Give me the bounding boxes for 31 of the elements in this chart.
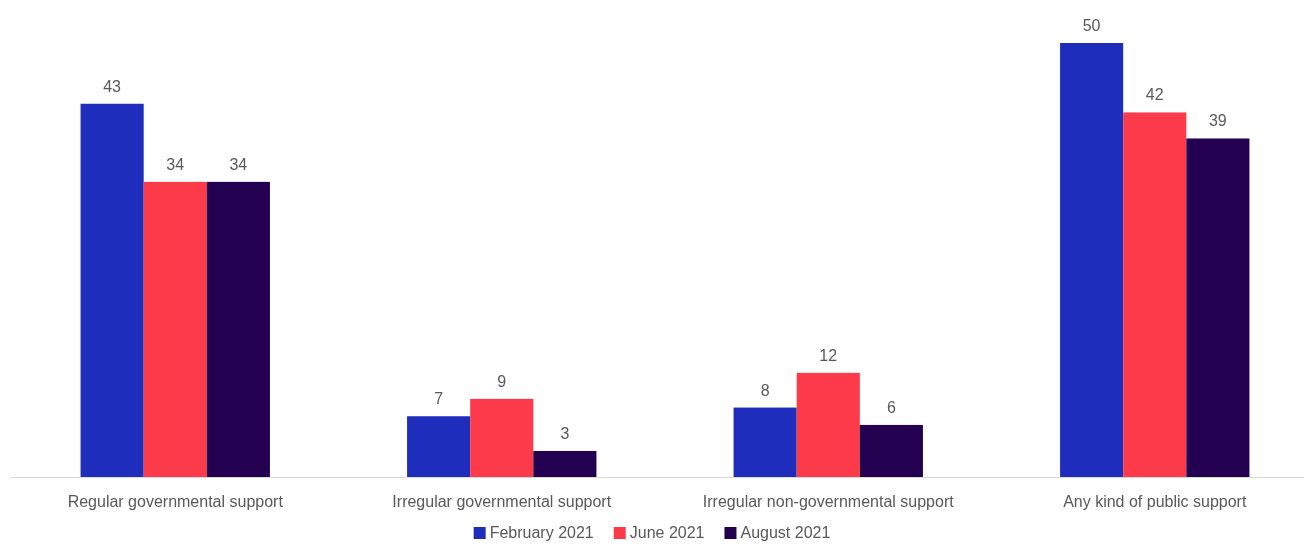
bar — [143, 181, 207, 477]
data-label: 3 — [560, 424, 570, 442]
bar — [533, 450, 597, 477]
data-label: 43 — [103, 77, 122, 95]
bar — [470, 398, 534, 477]
x-tick-label: Any kind of public support — [1063, 493, 1247, 510]
bar — [206, 181, 270, 477]
bar — [1123, 112, 1187, 477]
legend-label: August 2021 — [740, 524, 831, 541]
legend-label: February 2021 — [489, 524, 594, 541]
data-label: 8 — [760, 381, 770, 399]
bar — [859, 424, 923, 477]
legend-label: June 2021 — [629, 524, 705, 541]
x-tick-label: Irregular governmental support — [392, 493, 612, 510]
x-tick-label: Irregular non-governmental support — [702, 493, 955, 510]
data-label: 6 — [886, 398, 896, 416]
data-label: 34 — [166, 155, 185, 173]
data-label: 50 — [1082, 17, 1101, 34]
bar — [407, 416, 471, 477]
data-label: 39 — [1208, 112, 1227, 130]
data-label: 42 — [1145, 86, 1164, 104]
bar — [1060, 43, 1124, 477]
bar — [1186, 138, 1250, 477]
data-label: 7 — [434, 390, 444, 408]
data-label: 12 — [819, 346, 838, 364]
data-label: 34 — [229, 155, 248, 173]
bar — [796, 372, 860, 477]
data-label: 9 — [497, 372, 507, 390]
bar — [733, 407, 797, 477]
bar — [80, 103, 144, 477]
x-tick-label: Regular governmental support — [67, 493, 284, 510]
